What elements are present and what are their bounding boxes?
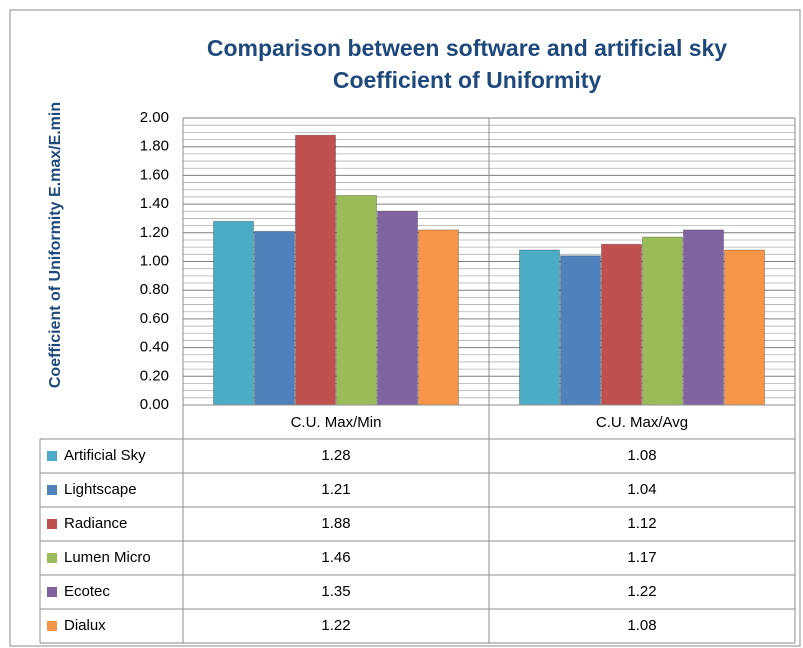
- bar: [560, 255, 601, 406]
- table-value: 1.08: [627, 447, 656, 464]
- y-tick-label: 0.40: [140, 339, 169, 356]
- legend-key: [47, 621, 57, 631]
- bar: [724, 249, 765, 406]
- legend-label: Lumen Micro: [64, 549, 151, 566]
- legend-label: Artificial Sky: [64, 447, 146, 464]
- chart-title: Coefficient of Uniformity: [333, 67, 602, 93]
- y-tick-label: 1.80: [140, 138, 169, 155]
- chart-title: Comparison between software and artifici…: [207, 35, 727, 61]
- bar: [642, 236, 683, 406]
- legend-label: Lightscape: [64, 481, 137, 498]
- bar: [519, 249, 560, 406]
- bar: [213, 220, 254, 406]
- y-axis-label: Coefficient of Uniformity E.max/E.min: [47, 102, 64, 388]
- bar: [336, 194, 377, 406]
- bar: [418, 229, 459, 406]
- legend-key: [47, 519, 57, 529]
- table-value: 1.21: [321, 481, 350, 498]
- table-value: 1.04: [627, 481, 656, 498]
- x-tick-label: C.U. Max/Min: [291, 414, 382, 431]
- bar: [683, 229, 724, 406]
- y-tick-label: 1.00: [140, 252, 169, 269]
- table-value: 1.12: [627, 515, 656, 532]
- y-tick-label: 0.80: [140, 281, 169, 298]
- bar: [601, 243, 642, 406]
- y-tick-label: 1.20: [140, 224, 169, 241]
- bar: [295, 134, 336, 406]
- y-tick-label: 0.60: [140, 310, 169, 327]
- legend-key: [47, 553, 57, 563]
- table-value: 1.22: [627, 583, 656, 600]
- table-value: 1.46: [321, 549, 350, 566]
- table-value: 1.35: [321, 583, 350, 600]
- table-value: 1.08: [627, 617, 656, 634]
- y-tick-label: 1.40: [140, 195, 169, 212]
- table-value: 1.22: [321, 617, 350, 634]
- table-value: 1.28: [321, 447, 350, 464]
- bar: [254, 230, 295, 406]
- legend-label: Radiance: [64, 515, 127, 532]
- x-tick-label: C.U. Max/Avg: [596, 414, 688, 431]
- y-tick-label: 0.00: [140, 396, 169, 413]
- legend-label: Ecotec: [64, 583, 110, 600]
- bar: [377, 210, 418, 406]
- legend-key: [47, 485, 57, 495]
- legend-key: [47, 587, 57, 597]
- y-tick-label: 0.20: [140, 367, 169, 384]
- legend-label: Dialux: [64, 617, 106, 634]
- y-tick-label: 1.60: [140, 166, 169, 183]
- y-tick-label: 2.00: [140, 109, 169, 126]
- table-value: 1.88: [321, 515, 350, 532]
- table-value: 1.17: [627, 549, 656, 566]
- legend-key: [47, 451, 57, 461]
